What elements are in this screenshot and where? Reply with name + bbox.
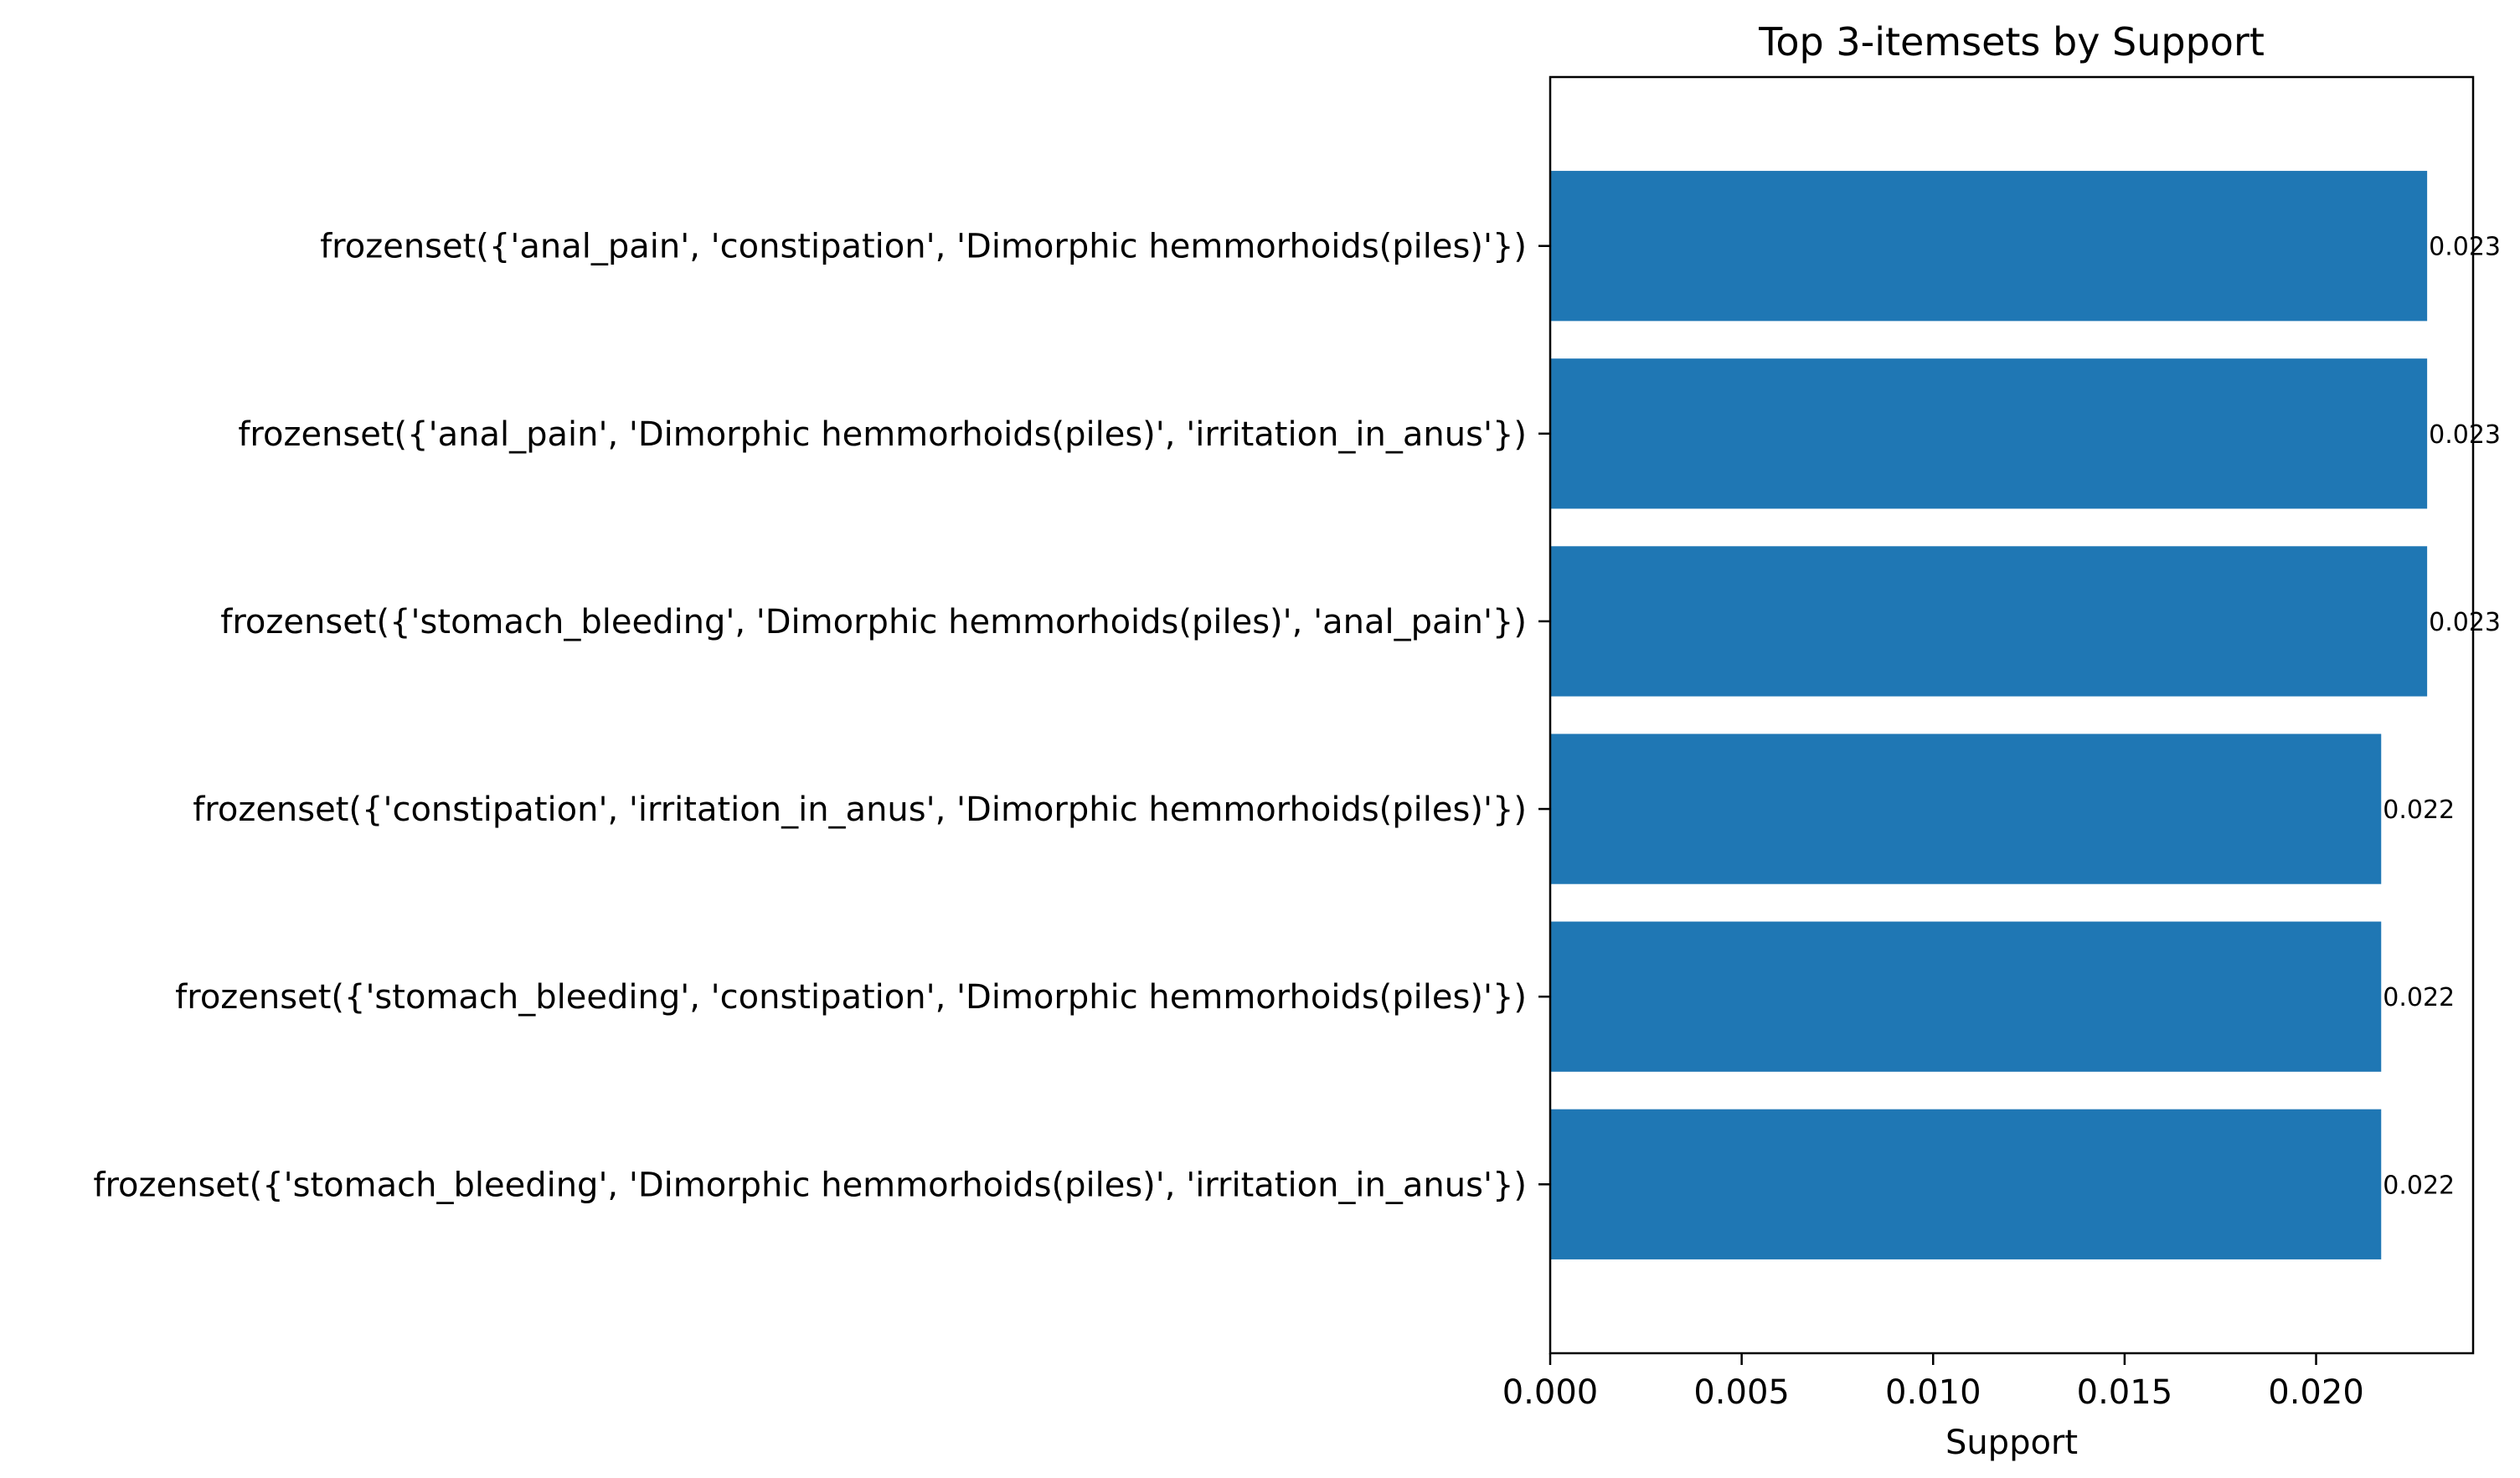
- x-tick-label: 0.020: [2268, 1373, 2364, 1412]
- bar-data-label: 0.022: [2383, 983, 2455, 1012]
- y-tick-label: frozenset({'anal_pain', 'Dimorphic hemmo…: [238, 415, 1527, 454]
- bar-data-label: 0.023: [2429, 420, 2501, 450]
- bar: [1550, 546, 2428, 697]
- x-tick-label: 0.010: [1885, 1373, 1981, 1412]
- data-labels: 0.023 0.023 0.023 0.022 0.022 0.022: [2383, 233, 2501, 1201]
- y-tick-label: frozenset({'stomach_bleeding', 'Dimorphi…: [220, 603, 1527, 641]
- x-axis-label: Support: [1945, 1424, 2078, 1462]
- bar: [1550, 1109, 2382, 1259]
- bar: [1550, 734, 2382, 884]
- y-tick-label: frozenset({'stomach_bleeding', 'Dimorphi…: [93, 1166, 1527, 1204]
- bar: [1550, 921, 2382, 1072]
- y-tick-label: frozenset({'stomach_bleeding', 'constipa…: [175, 978, 1527, 1017]
- plot-frame: [1549, 75, 2475, 1355]
- bar-data-label: 0.022: [2383, 1171, 2455, 1200]
- y-tick-label: frozenset({'anal_pain', 'constipation', …: [320, 228, 1527, 266]
- y-tick-labels: frozenset({'anal_pain', 'constipation', …: [93, 228, 1550, 1204]
- chart-title: Top 3-itemsets by Support: [1758, 19, 2265, 64]
- x-axis-ticks: 0.000 0.005 0.010 0.015 0.020: [1502, 1353, 2364, 1412]
- x-tick-label: 0.005: [1693, 1373, 1790, 1412]
- bar-data-label: 0.023: [2429, 233, 2501, 262]
- bar: [1550, 171, 2428, 322]
- bars-layer: [1550, 171, 2428, 1259]
- bar-data-label: 0.022: [2383, 796, 2455, 825]
- y-tick-label: frozenset({'constipation', 'irritation_i…: [193, 790, 1527, 829]
- x-tick-label: 0.015: [2077, 1373, 2173, 1412]
- bar-data-label: 0.023: [2429, 608, 2501, 637]
- x-tick-label: 0.000: [1502, 1373, 1599, 1412]
- bar: [1550, 358, 2428, 509]
